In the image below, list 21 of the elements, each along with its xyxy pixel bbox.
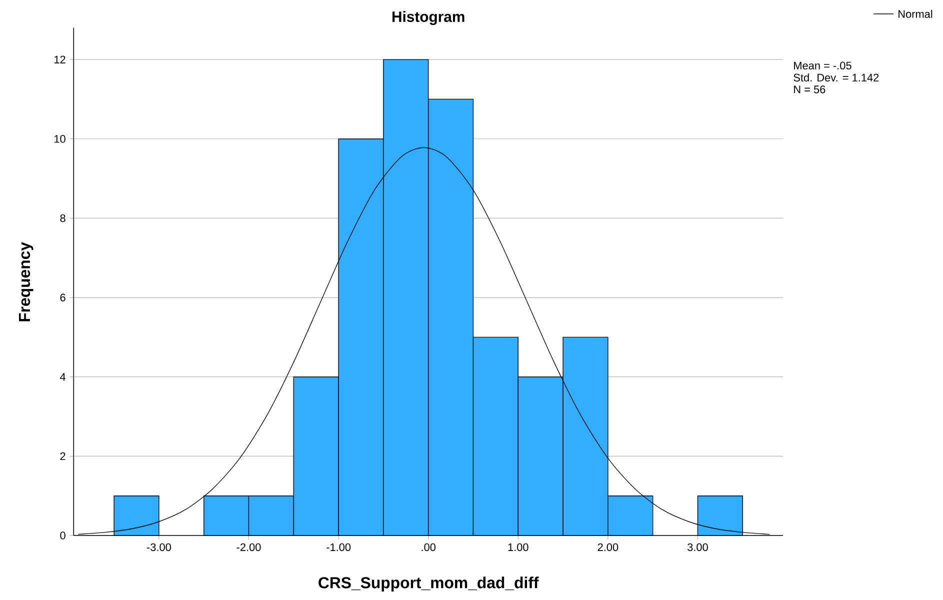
y-tick-label: 8 <box>60 214 66 222</box>
text: Mean = -.05 <box>794 62 852 70</box>
x-tick-label: 1.00 <box>508 543 528 552</box>
x-axis-title: CRS_Support_mom_dad_diff <box>318 576 539 592</box>
y-tick-label: 4 <box>60 373 66 381</box>
x-tick-label: -1.00 <box>326 543 351 552</box>
y-tick-label: 6 <box>60 294 66 302</box>
y-tick-label: 10 <box>54 134 66 143</box>
x-tick-label: 3.00 <box>688 543 708 552</box>
x-tick-label: -3.00 <box>146 543 171 552</box>
x-tick-label: .00 <box>422 543 436 552</box>
y-tick-label: 2 <box>60 452 66 460</box>
chart-title: Histogram <box>392 11 464 25</box>
legend-label: Normal <box>898 10 932 18</box>
y-tick-label: 12 <box>54 56 66 64</box>
y-tick-label: 0 <box>60 532 66 540</box>
x-tick-label: 2.00 <box>598 543 618 552</box>
text: Std. Dev. = 1.142 <box>794 73 879 82</box>
y-axis-title: Frequency <box>18 242 34 322</box>
x-tick-label: -2.00 <box>236 543 261 552</box>
text: N = 56 <box>794 86 826 94</box>
